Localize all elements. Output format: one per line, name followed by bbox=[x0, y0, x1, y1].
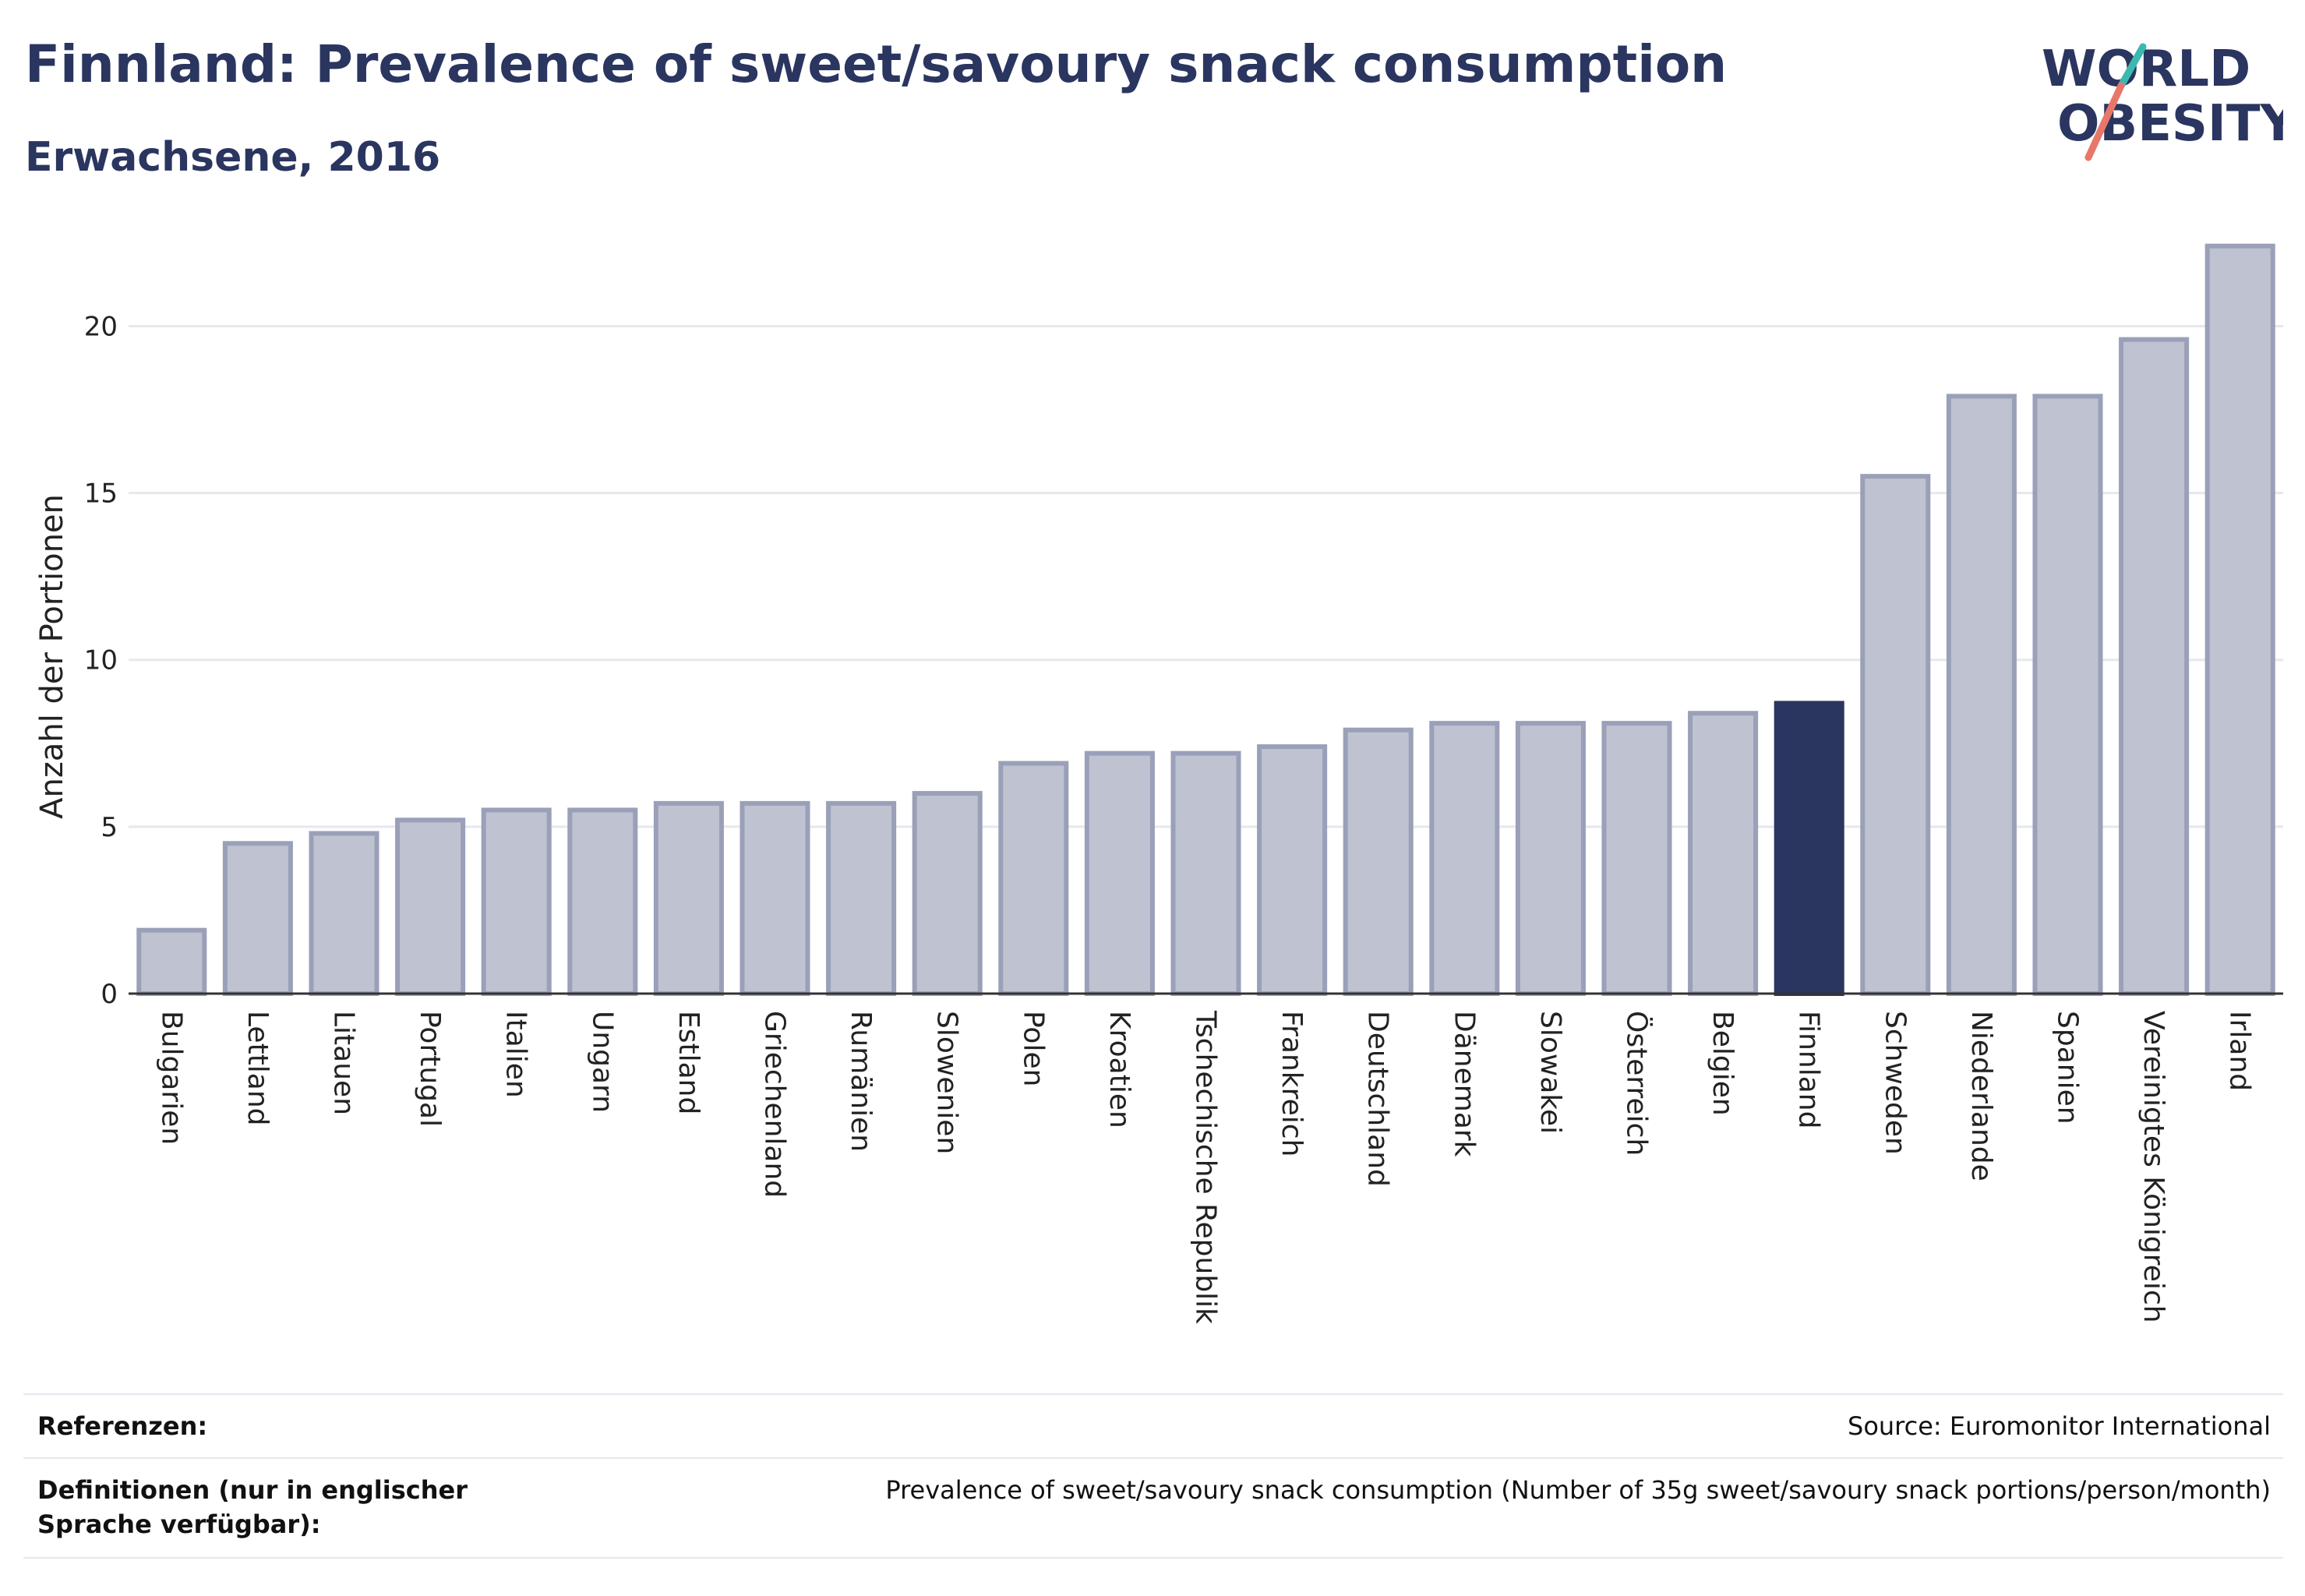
logo-slash-coral bbox=[2084, 82, 2125, 161]
page-title: Finnland: Prevalence of sweet/savoury sn… bbox=[25, 34, 1728, 94]
bar-dänemark bbox=[1429, 721, 1500, 996]
y-tick-label: 15 bbox=[84, 478, 118, 510]
y-tick-label: 0 bbox=[101, 979, 118, 1010]
bar-ungarn bbox=[567, 807, 638, 997]
bar-slowakei bbox=[1515, 721, 1586, 996]
x-category-label: Dänemark bbox=[1448, 1011, 1480, 1157]
definitions-label: Definitionen (nur in englischer Sprache … bbox=[37, 1475, 468, 1539]
x-category-label: Portugal bbox=[414, 1011, 446, 1127]
bar-portugal bbox=[395, 817, 466, 996]
bar-italien bbox=[481, 807, 552, 997]
footer-references-row: Referenzen: Source: Euromonitor Internat… bbox=[23, 1393, 2283, 1459]
bar-spanien bbox=[2032, 394, 2103, 997]
x-category-label: Italien bbox=[500, 1011, 532, 1098]
bar-estland bbox=[653, 800, 724, 997]
x-category-label: Kroatien bbox=[1103, 1011, 1135, 1128]
bar-vereinigtes-königreich bbox=[2119, 337, 2190, 996]
x-category-label: Rumänien bbox=[845, 1011, 877, 1152]
bar-polen bbox=[998, 761, 1069, 996]
x-category-label: Niederlande bbox=[1965, 1011, 1997, 1181]
y-axis-ticks: 0 5 10 15 20 bbox=[84, 311, 118, 1010]
y-tick-label: 5 bbox=[101, 812, 118, 843]
bar-litauen bbox=[309, 831, 379, 997]
bar-rumänien bbox=[826, 800, 897, 997]
logo-line1: WORLD bbox=[2042, 41, 2250, 98]
bar-schweden bbox=[1860, 474, 1931, 996]
y-tick-label: 10 bbox=[84, 645, 118, 676]
bar-frankreich bbox=[1257, 744, 1328, 997]
references-label: Referenzen: bbox=[37, 1411, 208, 1441]
x-category-label: Estland bbox=[672, 1011, 704, 1114]
x-category-label: Griechenland bbox=[759, 1011, 791, 1198]
bars bbox=[136, 243, 2275, 997]
definitions-value: Prevalence of sweet/savoury snack consum… bbox=[885, 1475, 2271, 1505]
bar-tschechische-republik bbox=[1170, 750, 1241, 996]
bar-irland bbox=[2204, 243, 2275, 996]
bar-deutschland bbox=[1343, 727, 1414, 996]
x-category-label: Litauen bbox=[328, 1011, 360, 1115]
x-category-label: Lettland bbox=[242, 1011, 274, 1126]
y-tick-label: 20 bbox=[84, 311, 118, 342]
bar-griechenland bbox=[740, 800, 810, 997]
x-category-label: Slowenien bbox=[931, 1011, 963, 1154]
x-category-label: Belgien bbox=[1707, 1011, 1738, 1116]
x-category-label: Schweden bbox=[1879, 1011, 1911, 1155]
x-category-label: Polen bbox=[1017, 1011, 1049, 1086]
x-category-label: Tschechische Republik bbox=[1190, 1010, 1222, 1324]
x-category-label: Deutschland bbox=[1362, 1011, 1394, 1187]
x-category-label: Österreich bbox=[1621, 1011, 1654, 1156]
world-obesity-logo: WORLD OBESITY bbox=[2042, 41, 2283, 161]
x-category-label: Bulgarien bbox=[155, 1011, 187, 1145]
x-category-label: Ungarn bbox=[586, 1011, 618, 1113]
logo-slash-teal bbox=[2117, 43, 2147, 90]
page-subtitle: Erwachsene, 2016 bbox=[25, 134, 441, 181]
x-category-label: Vereinigtes Königreich bbox=[2137, 1011, 2169, 1323]
x-category-label: Irland bbox=[2224, 1011, 2256, 1091]
x-category-label: Frankreich bbox=[1276, 1011, 1308, 1156]
bar-bulgarien bbox=[136, 927, 207, 997]
x-category-label: Slowakei bbox=[1534, 1011, 1566, 1134]
footer-definitions-row: Definitionen (nur in englischer Sprache … bbox=[23, 1457, 2283, 1559]
bar-lettland bbox=[222, 841, 293, 996]
x-category-label: Spanien bbox=[2052, 1011, 2084, 1125]
bar-belgien bbox=[1688, 711, 1759, 996]
x-category-label: Finnland bbox=[1793, 1011, 1825, 1128]
bar-finnland bbox=[1774, 701, 1844, 996]
bar-niederlande bbox=[1946, 394, 2017, 997]
bar-slowenien bbox=[912, 791, 983, 996]
y-axis-label: Anzahl der Portionen bbox=[34, 494, 70, 819]
x-axis-categories: Bulgarien Lettland Litauen Portugal Italien U… bbox=[155, 1010, 2255, 1324]
bar-chart: 0 5 10 15 20 Bulgarien Lettland Litauen Portuga… bbox=[34, 243, 2283, 1324]
bar-österreich bbox=[1601, 721, 1672, 996]
references-value: Source: Euromonitor International bbox=[1848, 1411, 2271, 1441]
bar-kroatien bbox=[1084, 750, 1155, 996]
